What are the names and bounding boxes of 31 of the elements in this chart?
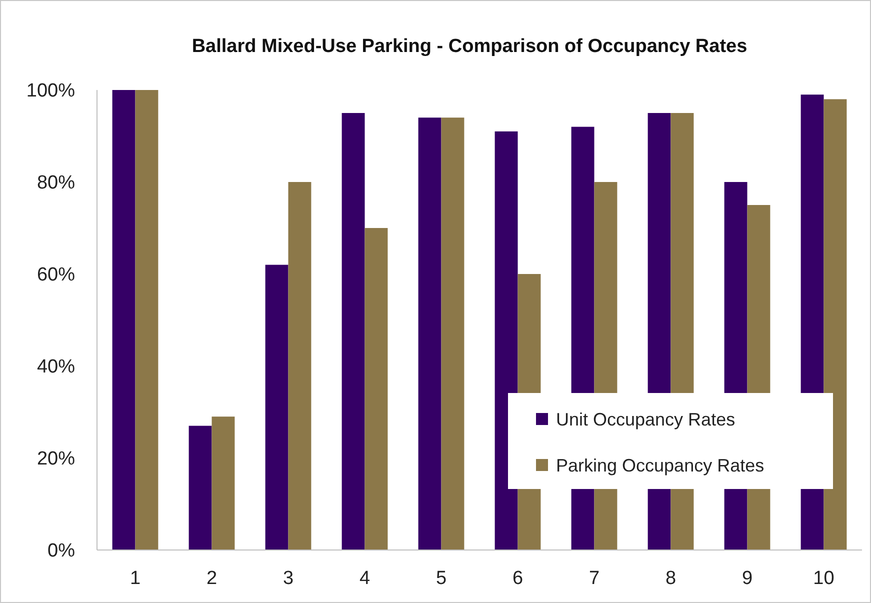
y-tick-label: 100% <box>26 80 76 102</box>
bar <box>135 90 158 550</box>
bar <box>364 228 388 550</box>
y-tick-label: 0% <box>48 540 76 562</box>
x-tick-label: 9 <box>742 568 753 589</box>
bar <box>265 264 288 550</box>
y-tick-label: 80% <box>36 172 76 194</box>
bar <box>112 90 136 550</box>
x-tick-label: 2 <box>206 568 218 589</box>
x-tick-label: 5 <box>436 568 447 589</box>
x-tick-label: 6 <box>512 568 524 589</box>
y-tick-label: 20% <box>36 448 76 470</box>
bar <box>188 426 212 550</box>
bar <box>494 131 518 550</box>
y-tick-label: 40% <box>36 356 76 378</box>
bar <box>441 118 464 550</box>
x-tick-label: 4 <box>359 568 370 589</box>
x-tick-label: 10 <box>813 568 834 589</box>
bar <box>824 99 847 550</box>
bar <box>288 182 312 550</box>
x-tick-label: 1 <box>130 568 141 589</box>
chart-title: Ballard Mixed-Use Parking - Comparison of Occupancy Rates <box>192 36 748 57</box>
bar <box>342 113 365 550</box>
legend-label: Parking Occupancy Rates <box>556 455 764 476</box>
x-tick-label: 8 <box>665 568 676 589</box>
x-tick-label: 3 <box>282 568 294 589</box>
bar <box>212 416 235 550</box>
bar <box>418 118 442 550</box>
y-tick-label: 60% <box>36 264 76 286</box>
x-tick-label: 7 <box>588 568 600 589</box>
legend-label: Unit Occupancy Rates <box>556 409 736 430</box>
